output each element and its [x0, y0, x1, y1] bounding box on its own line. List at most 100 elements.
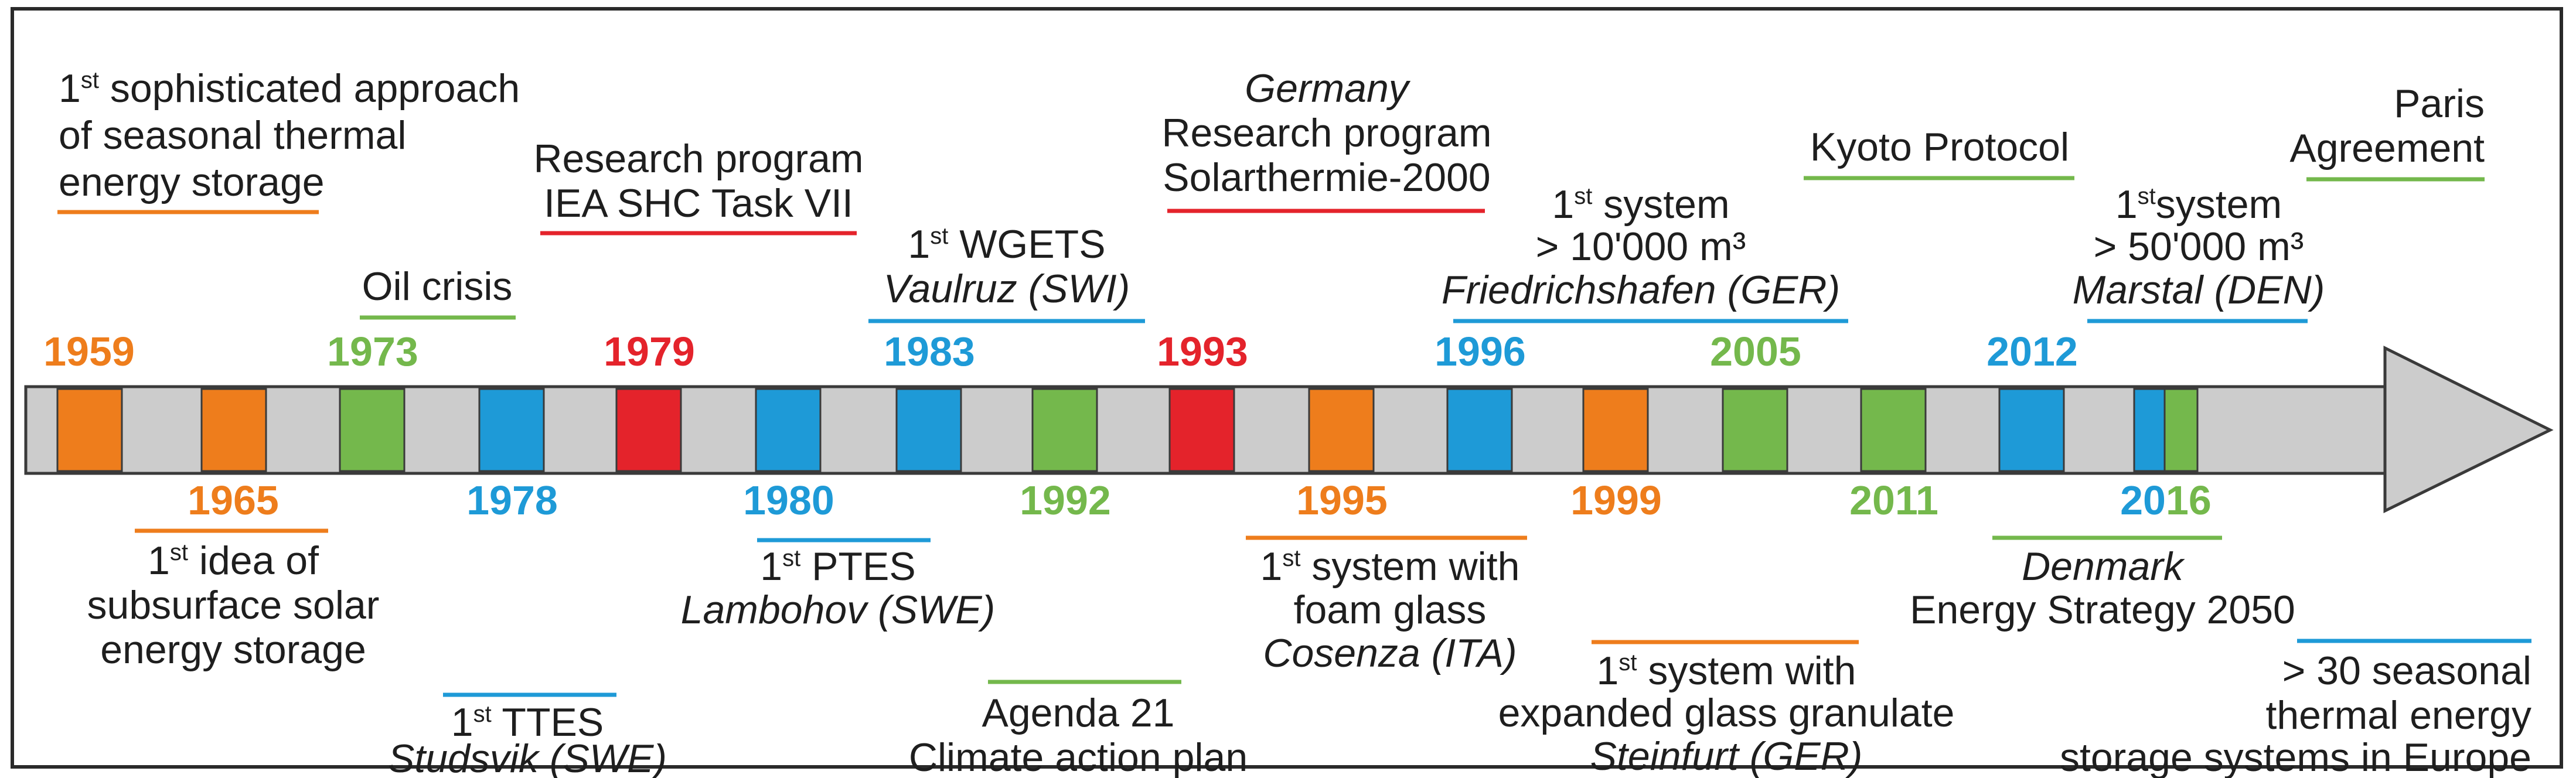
event-line: Vaulruz (SWI) [884, 267, 1130, 311]
event-line: > 50'000 m³ [2094, 224, 2304, 269]
event-paris-agreement: Paris Agreement [2289, 81, 2485, 182]
figure-border [11, 7, 2563, 769]
event-line: Solarthermie-2000 [1163, 155, 1490, 200]
event-line: foam glass [1294, 588, 1487, 632]
event-sophisticated-approach: 1st sophisticated approach of seasonal t… [57, 66, 520, 214]
year-1980: 1980 [743, 477, 834, 523]
block-1995 [1308, 388, 1375, 472]
year-2016-part2: 16 [2166, 477, 2212, 523]
event-expanded-glass-steinfurt: 1st system with expanded glass granulate… [1498, 640, 1955, 778]
year-2011: 2011 [1849, 477, 1938, 523]
event-agenda-21: Agenda 21 Climate action plan [909, 680, 1248, 778]
block-1993 [1168, 388, 1235, 472]
year-labels: 1959 1973 1979 1983 1993 1996 2005 2012 … [43, 329, 2212, 523]
block-1996 [1446, 388, 1513, 472]
event-line: IEA SHC Task VII [544, 181, 853, 226]
events-below: 1st idea of subsurface solar energy stor… [87, 528, 2531, 778]
event-marstal: 1stsystem > 50'000 m³ Marstal (DEN) [2073, 182, 2325, 323]
event-friedrichshafen: 1st system > 10'000 m³ Friedrichshafen (… [1442, 182, 1848, 323]
event-oil-crisis: Oil crisis [360, 264, 516, 320]
event-line: thermal energy [2265, 693, 2531, 738]
year-1979: 1979 [604, 329, 695, 374]
event-line: Energy Strategy 2050 [1910, 588, 2295, 632]
event-line: 1stsystem [2115, 182, 2282, 227]
block-1992 [1031, 388, 1098, 472]
year-1995: 1995 [1296, 477, 1388, 523]
event-line: of seasonal thermal [59, 113, 406, 158]
event-line: 1st PTES [760, 544, 915, 589]
event-line: Cosenza (ITA) [1263, 631, 1517, 675]
year-2012: 2012 [1986, 329, 2078, 374]
block-2012 [1998, 388, 2065, 472]
event-line: Denmark [2022, 544, 2185, 589]
event-line: Lambohov (SWE) [681, 588, 996, 632]
event-subsurface-idea: 1st idea of subsurface solar energy stor… [87, 528, 380, 672]
year-1978: 1978 [466, 477, 558, 523]
event-line: Agenda 21 [982, 691, 1175, 735]
block-1999 [1582, 388, 1649, 472]
event-line: > 10'000 m³ [1536, 224, 1746, 269]
event-denmark-strategy: Denmark Energy Strategy 2050 [1910, 535, 2295, 632]
event-ttes-studsvik: 1st TTES Studsvik (SWE) [388, 692, 667, 778]
event-line: subsurface solar [87, 583, 380, 627]
event-line: Climate action plan [909, 735, 1248, 778]
event-30-seasonal-systems: > 30 seasonal thermal energy storage sys… [2060, 639, 2531, 778]
block-1978 [478, 388, 545, 472]
event-line: Agreement [2289, 126, 2485, 170]
event-line: 1st TTES [451, 700, 604, 745]
event-line: Research program [1161, 111, 1491, 155]
event-line: storage systems in Europe [2060, 735, 2531, 778]
block-2005 [1722, 388, 1788, 472]
events-above: 1st sophisticated approach of seasonal t… [57, 66, 2485, 323]
year-2005: 2005 [1710, 329, 1801, 374]
event-line: Paris [2394, 81, 2485, 126]
year-2016: 2016 [2120, 477, 2212, 523]
year-1973: 1973 [327, 329, 418, 374]
block-1973 [339, 388, 406, 472]
event-line: Marstal (DEN) [2073, 268, 2325, 312]
event-line: Friedrichshafen (GER) [1442, 268, 1840, 312]
block-2016-green [2163, 388, 2199, 472]
year-blocks [56, 388, 2199, 472]
event-line: expanded glass granulate [1498, 691, 1955, 735]
event-foam-glass-cosenza: 1st system with foam glass Cosenza (ITA) [1246, 535, 1527, 675]
block-1979 [615, 388, 682, 472]
year-1959: 1959 [43, 329, 135, 374]
block-1980 [755, 388, 822, 472]
block-1959 [56, 388, 123, 472]
year-1983: 1983 [884, 329, 975, 374]
year-1996: 1996 [1434, 329, 1526, 374]
block-1965 [200, 388, 267, 472]
event-germany-solarthermie: Germany Research program Solarthermie-20… [1161, 66, 1492, 213]
event-line: > 30 seasonal [2282, 649, 2531, 693]
year-1993: 1993 [1157, 329, 1248, 374]
event-line: 1st sophisticated approach [59, 66, 520, 111]
event-line: Kyoto Protocol [1810, 125, 2069, 169]
event-line: Studsvik (SWE) [388, 736, 667, 778]
year-1992: 1992 [1020, 477, 1111, 523]
year-2016-part1: 20 [2120, 477, 2166, 523]
event-line: energy storage [59, 160, 325, 204]
event-line: 1st system with [1260, 544, 1519, 589]
event-line: Research program [533, 137, 863, 181]
event-line: Oil crisis [362, 264, 513, 309]
event-line: 1st idea of [148, 538, 319, 583]
block-2016-blue [2133, 388, 2166, 472]
event-line: Germany [1245, 66, 1411, 111]
year-1965: 1965 [188, 477, 279, 523]
event-line: Steinfurt (GER) [1590, 734, 1863, 778]
event-iea-program: Research program IEA SHC Task VII [533, 137, 864, 236]
event-ptes-lambohov: 1st PTES Lambohov (SWE) [681, 538, 996, 632]
event-line: energy storage [100, 627, 366, 672]
event-line: 1st system [1552, 182, 1729, 227]
block-2011 [1860, 388, 1927, 472]
year-1999: 1999 [1570, 477, 1662, 523]
block-1983 [895, 388, 962, 472]
event-line: 1st WGETS [908, 222, 1105, 267]
event-wgets-vaulruz: 1st WGETS Vaulruz (SWI) [868, 222, 1145, 323]
event-line: 1st system with [1596, 649, 1856, 693]
arrow-head [2383, 345, 2554, 514]
event-kyoto-protocol: Kyoto Protocol [1804, 125, 2074, 180]
